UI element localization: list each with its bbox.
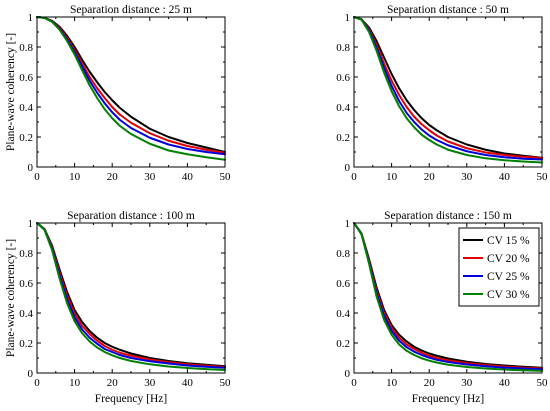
series-line-cv-25 (353, 16, 543, 161)
y-tick-label: 0 (345, 162, 351, 174)
y-tick-label: 0.8 (19, 248, 33, 260)
y-tick-label: 0.8 (336, 248, 350, 260)
panel-title: Separation distance : 150 m (384, 210, 512, 222)
y-tick-label: 0 (345, 368, 351, 380)
x-tick-label: 20 (107, 171, 119, 183)
y-tick-label: 1 (345, 12, 351, 24)
series-line-cv-30 (353, 16, 543, 164)
y-tick-label: 0.8 (336, 42, 350, 54)
x-tick-label: 50 (220, 171, 232, 183)
series-line-cv-15 (353, 16, 543, 159)
panel-title: Separation distance : 50 m (387, 4, 509, 16)
y-tick-label: 1 (345, 218, 351, 230)
x-tick-label: 0 (34, 377, 40, 389)
y-tick-label: 0.6 (19, 278, 33, 290)
x-tick-label: 10 (69, 171, 81, 183)
x-tick-label: 30 (461, 171, 473, 183)
y-tick-label: 0.4 (336, 308, 350, 320)
legend-entry: CV 30 % (487, 289, 530, 301)
x-tick-label: 20 (107, 377, 119, 389)
x-tick-label: 30 (144, 377, 156, 389)
x-tick-label: 10 (386, 171, 398, 183)
y-tick-label: 0.2 (19, 132, 33, 144)
x-axis-label: Frequency [Hz] (412, 393, 484, 405)
series-line-cv-30 (36, 16, 226, 161)
y-tick-label: 0.4 (19, 102, 33, 114)
x-tick-label: 20 (424, 377, 436, 389)
y-tick-label: 0.4 (336, 102, 350, 114)
x-tick-label: 40 (182, 377, 194, 389)
x-tick-label: 50 (537, 171, 549, 183)
y-tick-label: 0 (28, 162, 34, 174)
x-tick-label: 0 (351, 377, 357, 389)
y-tick-label: 0.8 (19, 42, 33, 54)
y-tick-label: 1 (28, 12, 34, 24)
x-tick-label: 50 (537, 377, 549, 389)
x-tick-label: 30 (144, 171, 156, 183)
legend-entry: CV 25 % (487, 271, 530, 283)
x-tick-label: 10 (69, 377, 81, 389)
x-axis-label: Frequency [Hz] (95, 393, 167, 405)
x-tick-label: 50 (220, 377, 232, 389)
y-tick-label: 0.6 (336, 72, 350, 84)
y-tick-label: 0.6 (19, 72, 33, 84)
legend-entry: CV 20 % (487, 253, 530, 265)
series-line-cv-30 (36, 222, 226, 371)
y-tick-label: 0.2 (336, 338, 350, 350)
panel-title: Separation distance : 100 m (67, 210, 195, 222)
x-tick-label: 10 (386, 377, 398, 389)
y-axis-label: Plane-wave coherency [-] (5, 239, 17, 357)
y-axis-label: Plane-wave coherency [-] (5, 33, 17, 151)
y-tick-label: 0.4 (19, 308, 33, 320)
legend-entry: CV 15 % (487, 235, 530, 247)
x-tick-label: 40 (182, 171, 194, 183)
panel-title: Separation distance : 25 m (70, 4, 192, 16)
x-tick-label: 0 (351, 171, 357, 183)
y-tick-label: 0.2 (336, 132, 350, 144)
x-tick-label: 40 (499, 171, 511, 183)
x-tick-label: 20 (424, 171, 436, 183)
series-line-cv-30 (353, 222, 543, 372)
y-tick-label: 0.2 (19, 338, 33, 350)
series-line-cv-20 (353, 16, 543, 159)
x-tick-label: 40 (499, 377, 511, 389)
y-tick-label: 1 (28, 218, 34, 230)
y-tick-label: 0.6 (336, 278, 350, 290)
x-tick-label: 30 (461, 377, 473, 389)
y-tick-label: 0 (28, 368, 34, 380)
x-tick-label: 0 (34, 171, 40, 183)
